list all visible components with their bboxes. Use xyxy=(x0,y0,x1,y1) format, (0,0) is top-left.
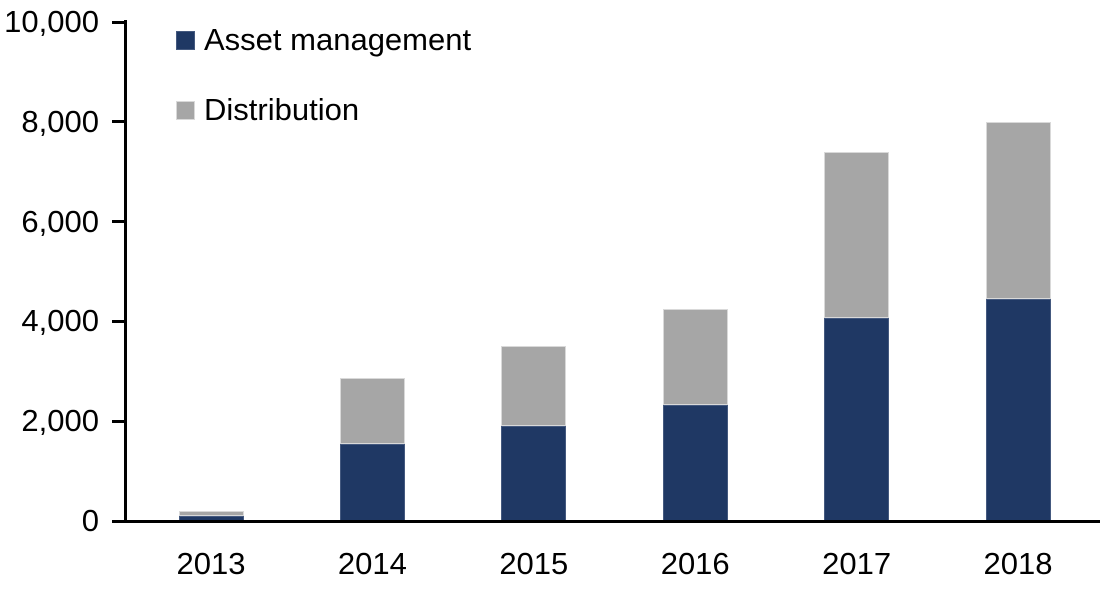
x-tick-label: 2015 xyxy=(499,546,569,581)
bar-segment-distribution xyxy=(824,151,890,318)
x-tick-label: 2013 xyxy=(176,546,246,581)
legend-label: Asset management xyxy=(204,22,472,57)
bar-2017 xyxy=(824,151,890,521)
bar-segment-asset-management xyxy=(339,443,405,521)
y-tick-mark xyxy=(112,319,127,323)
bar-segment-distribution xyxy=(339,377,405,444)
y-tick-mark xyxy=(112,519,127,523)
x-tick-label: 2016 xyxy=(660,546,730,581)
bar-2014 xyxy=(339,377,405,521)
legend-item-asset-management: Asset management xyxy=(176,22,472,57)
y-tick-label: 4,000 xyxy=(21,303,99,339)
y-tick-label: 8,000 xyxy=(21,103,99,139)
y-tick-label: 10,000 xyxy=(4,4,99,39)
bar-segment-distribution xyxy=(501,346,567,427)
legend-swatch-icon xyxy=(176,30,195,50)
y-tick-label: 2,000 xyxy=(21,403,99,439)
bar-segment-asset-management xyxy=(501,426,567,521)
bar-segment-asset-management xyxy=(985,298,1051,521)
bar-2016 xyxy=(662,308,728,521)
y-axis-line xyxy=(124,20,127,523)
x-tick-label: 2017 xyxy=(822,546,892,581)
x-axis-line xyxy=(124,519,1100,523)
bar-segment-distribution xyxy=(178,511,244,516)
y-tick-mark xyxy=(112,419,127,423)
x-tick-label: 2014 xyxy=(337,546,407,581)
legend-label: Distribution xyxy=(204,92,360,127)
bar-2015 xyxy=(501,346,567,521)
bar-segment-distribution xyxy=(985,121,1051,299)
bar-segment-asset-management xyxy=(824,317,890,521)
legend-swatch-icon xyxy=(176,100,195,120)
y-tick-mark xyxy=(112,20,127,24)
y-tick-label: 0 xyxy=(81,503,99,538)
x-tick-label: 2018 xyxy=(983,546,1053,581)
y-tick-mark xyxy=(112,120,127,124)
y-tick-mark xyxy=(112,220,127,224)
y-tick-label: 6,000 xyxy=(21,203,99,239)
legend-item-distribution: Distribution xyxy=(176,92,360,127)
bar-2018 xyxy=(985,121,1051,521)
bar-segment-asset-management xyxy=(662,404,728,521)
bar-segment-distribution xyxy=(662,308,728,405)
